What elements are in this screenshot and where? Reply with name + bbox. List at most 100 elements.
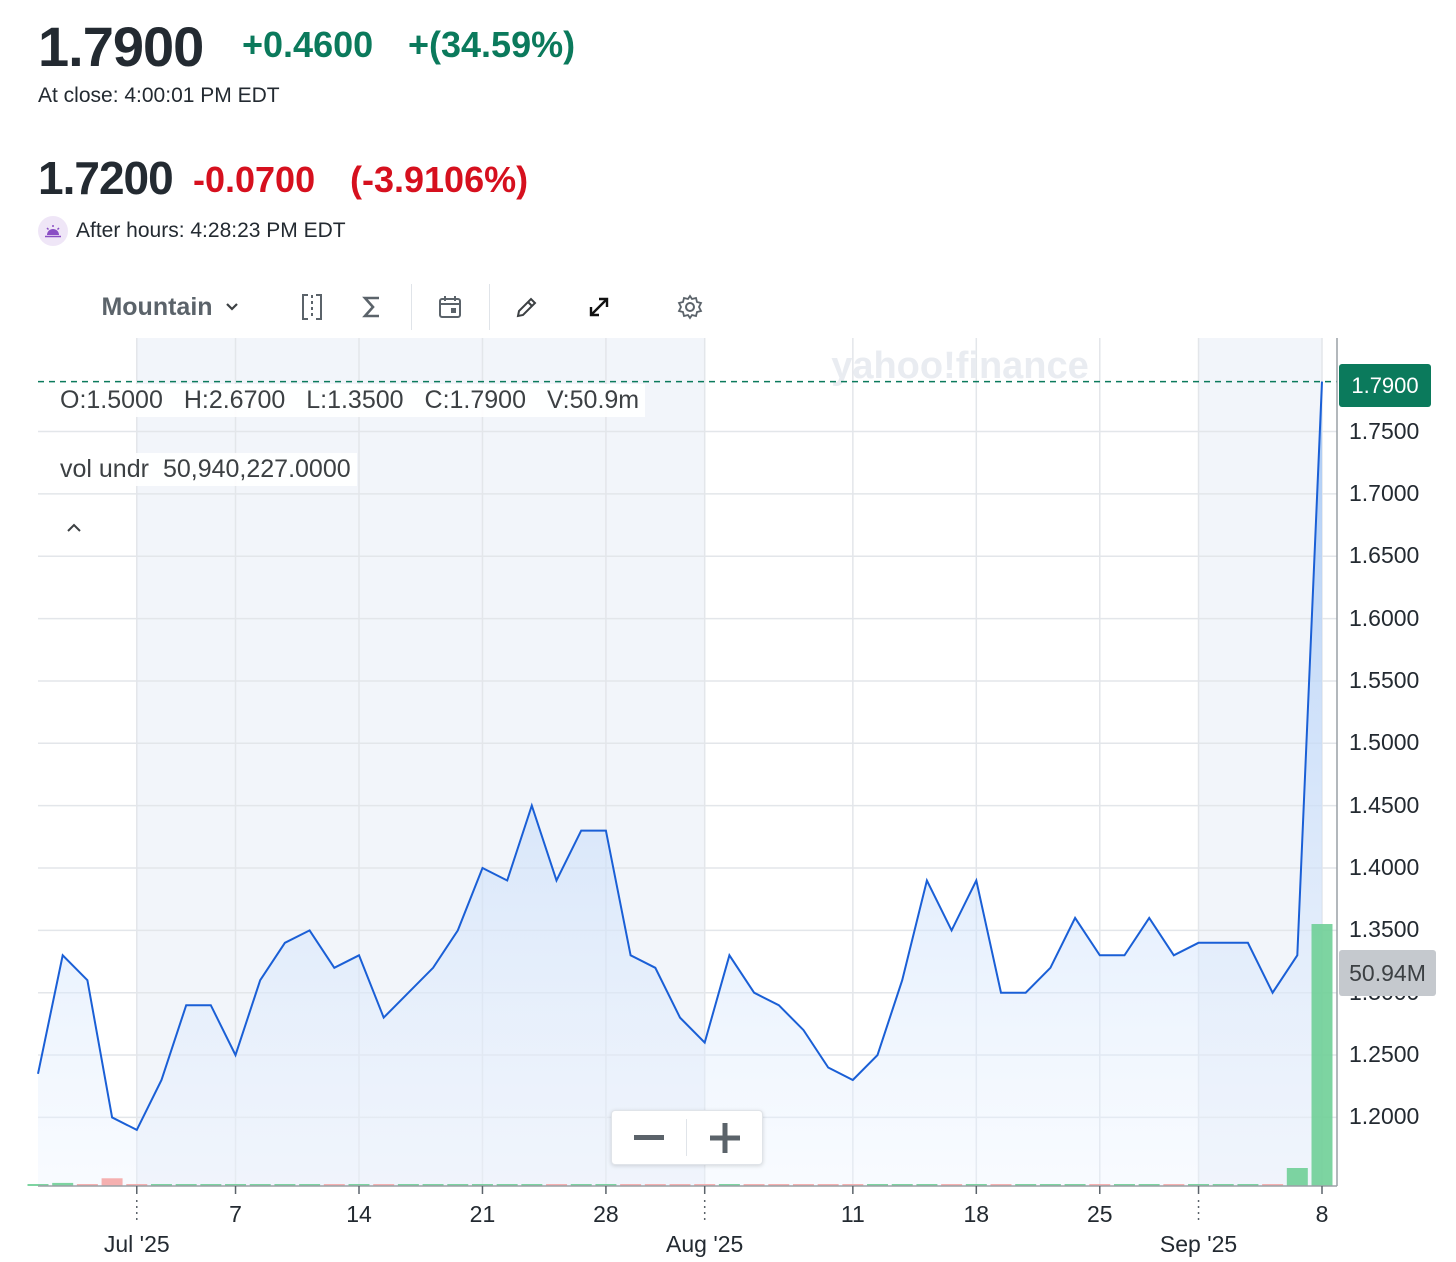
close-change: +0.4600: [242, 24, 374, 65]
volume-bar: [274, 1184, 296, 1186]
events-button[interactable]: [430, 284, 470, 330]
x-tick-label: 8: [1315, 1201, 1329, 1227]
zoom-in-button[interactable]: [688, 1111, 762, 1164]
legend-open: O:1.5000: [60, 386, 163, 414]
collapse-legend-button[interactable]: [64, 520, 86, 542]
volume-bar: [817, 1184, 839, 1186]
volume-bar: [644, 1184, 666, 1186]
y-tick-label: 1.3500: [1349, 916, 1420, 943]
volume-legend-value: 50,940,227.0000: [162, 455, 351, 483]
volume-bar: [101, 1178, 123, 1186]
volume-bar: [1089, 1184, 1111, 1186]
close-time: At close: 4:00:01 PM EDT: [38, 84, 280, 107]
last-volume-badge: 50.94M: [1339, 950, 1436, 996]
volume-bar: [225, 1184, 247, 1186]
volume-bar: [669, 1184, 691, 1186]
toolbar-divider: [489, 284, 490, 330]
volume-bar: [595, 1184, 617, 1186]
indicators-button[interactable]: [352, 284, 392, 330]
compare-button[interactable]: [292, 284, 332, 330]
chart-type-dropdown[interactable]: Mountain: [90, 284, 250, 330]
legend-volume: V:50.9m: [546, 386, 640, 414]
close-price: 1.7900: [38, 15, 204, 78]
volume-bar: [150, 1184, 172, 1186]
volume-bar: [620, 1184, 642, 1186]
x-tick-label: 14: [346, 1201, 372, 1227]
volume-bar: [570, 1184, 592, 1186]
y-tick-label: 1.4500: [1349, 791, 1420, 818]
volume-bar: [249, 1184, 271, 1186]
volume-bar: [867, 1184, 889, 1186]
volume-bar: [323, 1184, 345, 1186]
volume-bar: [1212, 1184, 1234, 1186]
settings-button[interactable]: [670, 284, 710, 330]
x-tick-label: 25: [1086, 1201, 1113, 1227]
volume-bar: [768, 1184, 790, 1186]
y-tick-label: 1.7000: [1349, 479, 1420, 506]
chevron-down-icon: [225, 303, 238, 311]
chevron-up-icon: [67, 523, 81, 532]
legend-close: C:1.7900: [424, 386, 526, 414]
volume-bar: [27, 1184, 49, 1186]
y-tick-label: 1.6500: [1349, 542, 1420, 569]
volume-bar: [447, 1184, 469, 1186]
x-tick-label: 7: [229, 1201, 242, 1227]
zoom-control: [611, 1110, 763, 1165]
volume-bar: [965, 1184, 987, 1186]
volume-bar: [842, 1184, 864, 1186]
after-hours-time: After hours: 4:28:23 PM EDT: [76, 219, 346, 242]
volume-bar: [792, 1184, 814, 1186]
ohlc-legend: O:1.5000 H:2.6700 L:1.3500 C:1.7900 V:50…: [54, 384, 646, 417]
y-tick-label: 1.2000: [1349, 1103, 1420, 1130]
volume-bar: [990, 1184, 1012, 1186]
volume-bar: [348, 1184, 370, 1186]
x-tick-label: 21: [469, 1201, 496, 1227]
volume-bar: [546, 1184, 568, 1186]
volume-bar: [175, 1184, 197, 1186]
volume-legend: vol undr 50,940,227.0000: [54, 453, 357, 486]
volume-bar: [1138, 1184, 1160, 1186]
volume-legend-label: vol undr: [60, 455, 149, 483]
zoom-out-button[interactable]: [612, 1111, 686, 1164]
volume-bar: [1286, 1168, 1308, 1186]
volume-bar: [126, 1184, 148, 1186]
chart-type-label: Mountain: [101, 292, 213, 321]
price-area: [38, 381, 1322, 1187]
volume-bar: [1113, 1184, 1135, 1186]
draw-button[interactable]: [507, 284, 547, 330]
volume-bar: [1064, 1184, 1086, 1186]
volume-bar: [941, 1184, 963, 1186]
y-tick-label: 1.5000: [1349, 729, 1420, 756]
close-change-pct: +(34.59%): [408, 24, 576, 65]
volume-bar: [718, 1184, 740, 1186]
volume-bar: [1015, 1184, 1037, 1186]
draw-icon: [516, 297, 537, 318]
volume-bar: [1237, 1184, 1259, 1186]
volume-bar: [891, 1184, 913, 1186]
volume-bar: [200, 1184, 222, 1186]
y-tick-label: 1.6000: [1349, 604, 1420, 631]
volume-bar: [76, 1184, 98, 1186]
fullscreen-button[interactable]: [579, 284, 619, 330]
x-tick-label: 28: [593, 1201, 619, 1227]
volume-bar: [1262, 1184, 1284, 1186]
volume-bar: [521, 1184, 543, 1186]
fullscreen-icon: [589, 297, 609, 317]
moon-icon: [38, 216, 68, 246]
volume-bar: [743, 1184, 765, 1186]
after-hours-change-pct: (-3.9106%): [350, 159, 529, 200]
volume-bar: [496, 1184, 518, 1186]
volume-bar: [1311, 924, 1333, 1186]
x-month-label: Sep '25: [1159, 1231, 1238, 1257]
volume-bar: [422, 1184, 444, 1186]
minus-icon: [634, 1134, 664, 1140]
volume-bar: [1163, 1184, 1185, 1186]
zoom-divider: [686, 1119, 687, 1156]
y-tick-label: 1.7500: [1349, 417, 1420, 444]
volume-bar: [694, 1184, 716, 1186]
after-hours-change: -0.0700: [193, 159, 316, 200]
y-tick-label: 1.4000: [1349, 854, 1420, 880]
y-tick-label: 1.2500: [1349, 1041, 1420, 1068]
events-icon: [439, 296, 461, 318]
plus-icon: [710, 1122, 740, 1153]
